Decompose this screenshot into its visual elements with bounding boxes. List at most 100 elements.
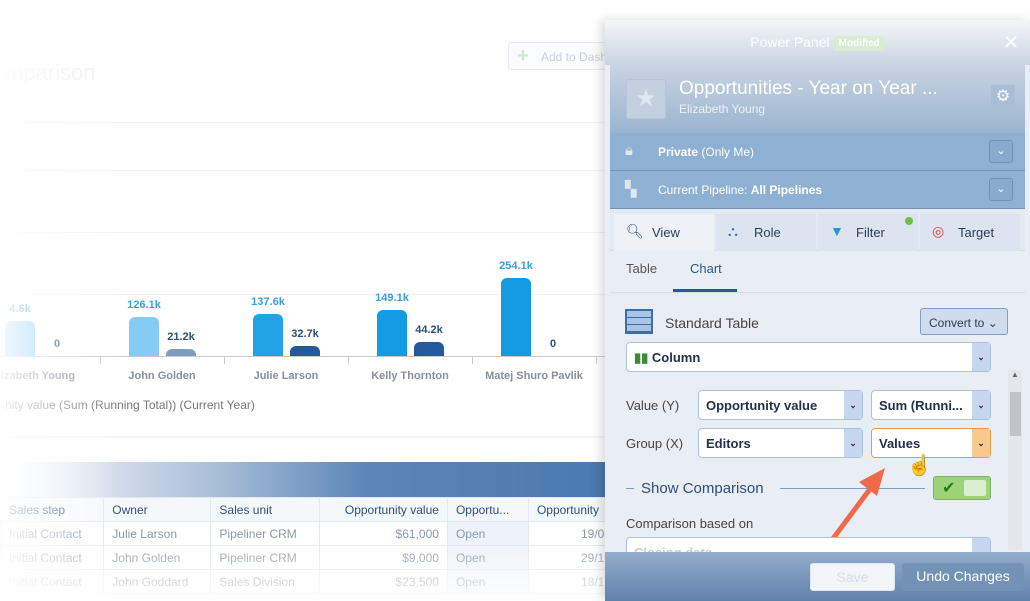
privacy-row[interactable]: 🔒︎ Private (Only Me) ⌄: [610, 133, 1025, 171]
group-mode-select[interactable]: Values ⌄: [871, 428, 991, 458]
x-tick-label: Matej Shuro Pavlik: [485, 370, 583, 382]
select-value: Column: [651, 350, 701, 365]
gear-icon[interactable]: ⚙: [991, 85, 1015, 109]
panel-header-title: Power Panel: [750, 34, 830, 50]
column-header[interactable]: Opportunity: [527, 497, 610, 522]
gridline: [0, 232, 610, 233]
filter-active-dot: [905, 217, 913, 225]
standard-table-label: Standard Table: [665, 315, 759, 331]
data-label: 21.2k: [167, 331, 195, 344]
data-label: 32.7k: [291, 327, 319, 340]
bar-current[interactable]: [377, 310, 407, 356]
gridline: [0, 122, 610, 123]
select-value: Editors: [706, 436, 751, 451]
tab-label: Role: [754, 225, 781, 240]
x-tick-label: John Golden: [128, 370, 196, 382]
column-header[interactable]: Opportunity value: [319, 497, 448, 522]
chevron-down-icon: ⌄: [844, 429, 862, 457]
hand-cursor-icon: ☝: [907, 455, 932, 477]
add-to-dashboard-button[interactable]: + Add to Dash: [508, 42, 610, 70]
filter-icon: ▼: [830, 223, 844, 239]
fade-overlay: [0, 540, 610, 601]
undo-changes-button[interactable]: Undo Changes: [902, 563, 1024, 591]
show-comparison-toggle[interactable]: ✔: [933, 476, 991, 500]
modified-badge: Modified: [833, 36, 885, 51]
x-tick-label: Kelly Thornton: [371, 370, 449, 382]
power-panel: Power Panel Modified ✕ ★ Opportunities - …: [605, 20, 1030, 601]
scroll-up-icon[interactable]: ▲: [1011, 370, 1019, 379]
bar-comparison[interactable]: [290, 345, 320, 356]
tab-target[interactable]: ◎ Target: [920, 214, 1020, 251]
privacy-note: (Only Me): [698, 145, 755, 159]
pipeline-icon: ▚: [625, 181, 637, 198]
column-header[interactable]: Opportu...: [446, 497, 529, 522]
chevron-down-icon: ⌄: [972, 429, 990, 457]
bar-current[interactable]: [253, 313, 283, 356]
tab-role[interactable]: ⛬ Role: [716, 214, 816, 251]
data-label: 0: [549, 338, 557, 350]
gridline: [0, 294, 610, 295]
show-comparison-label: Show Comparison: [641, 480, 764, 497]
close-icon[interactable]: ✕: [1002, 32, 1020, 54]
chevron-down-icon: ⌄: [844, 391, 862, 419]
x-tick: [472, 356, 473, 364]
tab-view[interactable]: 🔍︎ View: [614, 214, 714, 251]
privacy-value: Private: [658, 145, 699, 159]
divider: [780, 488, 925, 489]
gridline: [0, 170, 610, 171]
pipeline-row[interactable]: ▚ Current Pipeline: All Pipelines ⌄: [610, 171, 1025, 209]
x-tick: [596, 356, 597, 364]
select-value: Values: [879, 436, 921, 451]
chevron-down-icon[interactable]: ⌄: [989, 140, 1013, 163]
group-x-label: Group (X): [626, 436, 684, 451]
data-label: 126.1k: [127, 299, 161, 312]
value-y-label: Value (Y): [626, 398, 680, 413]
x-axis: [0, 356, 610, 357]
toggle-knob: [964, 480, 986, 496]
tab-label: Target: [958, 225, 995, 240]
bar-comparison[interactable]: [414, 342, 444, 356]
value-field-select[interactable]: Opportunity value ⌄: [698, 390, 863, 420]
data-label: 44.2k: [415, 324, 443, 337]
save-button[interactable]: Save: [810, 563, 895, 591]
scrollbar-thumb[interactable]: [1010, 392, 1021, 436]
x-tick: [224, 356, 225, 364]
subtab-chart[interactable]: Chart: [690, 261, 722, 276]
convert-to-button[interactable]: Convert to ⌄: [920, 308, 1008, 335]
tab-filter[interactable]: ▼ Filter: [818, 214, 918, 251]
role-icon: ⛬: [728, 223, 738, 239]
x-tick-label: Julie Larson: [253, 370, 319, 382]
panel-footer: Save Undo Changes: [605, 552, 1030, 601]
target-icon: ◎: [932, 223, 945, 239]
chevron-down-icon: ⌄: [972, 391, 990, 419]
star-icon[interactable]: ★: [626, 79, 666, 119]
column-chart-icon: ▮▮: [634, 350, 652, 365]
bar-comparison[interactable]: [166, 349, 196, 356]
select-value: Sum (Runni...: [879, 398, 963, 413]
view-icon: 🔍︎: [626, 223, 644, 239]
data-label: 149.1k: [375, 292, 409, 305]
value-aggregation-select[interactable]: Sum (Runni... ⌄: [871, 390, 991, 420]
group-field-select[interactable]: Editors ⌄: [698, 428, 863, 458]
x-tick: [348, 356, 349, 364]
subtab-table[interactable]: Table: [626, 261, 658, 276]
divider: [626, 488, 634, 489]
column-header[interactable]: Sales unit: [210, 497, 321, 522]
active-subtab-indicator: [673, 289, 737, 292]
tab-bar: 🔍︎ View ⛬ Role ▼ Filter ◎ Target: [610, 209, 1025, 251]
report-background: mparison +Add to Dash 4.6k0izabeth Young…: [0, 0, 610, 601]
data-label: 254.1k: [499, 260, 533, 272]
chevron-down-icon[interactable]: ⌄: [989, 178, 1013, 201]
pipeline-value: All Pipelines: [750, 183, 823, 197]
comparison-based-label: Comparison based on: [626, 516, 754, 531]
divider: [0, 436, 610, 439]
bar-current[interactable]: [501, 278, 531, 356]
report-header: ★ Opportunities - Year on Year ... Eliza…: [610, 65, 1025, 133]
chart-type-select[interactable]: ▮▮ Column ⌄: [626, 342, 991, 372]
fade-overlay: [0, 0, 120, 601]
report-name: Opportunities - Year on Year ...: [679, 78, 938, 99]
tab-label: Filter: [856, 225, 885, 240]
lock-icon: 🔒︎: [625, 142, 633, 159]
bar-current[interactable]: [129, 317, 159, 356]
table-icon: [625, 309, 653, 334]
